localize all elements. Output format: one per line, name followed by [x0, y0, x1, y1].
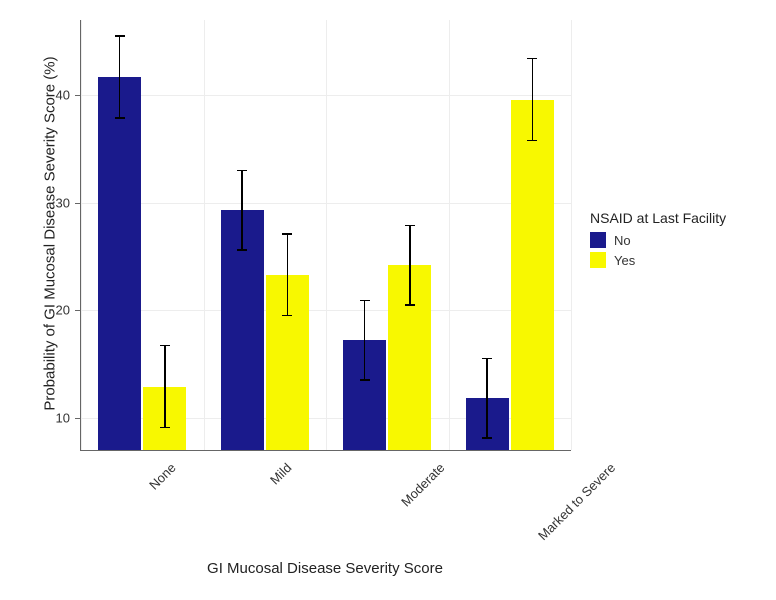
gridline-v — [449, 20, 450, 450]
bar-no — [98, 77, 141, 450]
errorbar-line — [119, 36, 121, 118]
errorbar-cap — [282, 315, 292, 317]
errorbar-cap — [237, 249, 247, 251]
gridline-v — [326, 20, 327, 450]
y-tick-label: 30 — [0, 195, 70, 210]
errorbar-line — [287, 234, 289, 316]
x-tick-label: Marked to Severe — [535, 460, 618, 543]
x-tick-label: None — [146, 460, 179, 493]
errorbar-cap — [160, 345, 170, 347]
legend-item: No — [590, 232, 726, 248]
errorbar-cap — [282, 233, 292, 235]
x-tick-label: Mild — [267, 460, 294, 487]
y-tick-label: 40 — [0, 88, 70, 103]
errorbar-cap — [360, 379, 370, 381]
legend-label: No — [614, 233, 631, 248]
errorbar-cap — [115, 117, 125, 119]
errorbar-line — [409, 225, 411, 305]
errorbar-line — [486, 359, 488, 439]
x-tick-label: Moderate — [398, 460, 447, 509]
errorbar-line — [532, 59, 534, 141]
gridline-v — [81, 20, 82, 450]
plot-area — [80, 20, 571, 451]
errorbar-cap — [405, 304, 415, 306]
errorbar-line — [241, 171, 243, 251]
legend-item: Yes — [590, 252, 726, 268]
errorbar-cap — [237, 170, 247, 172]
chart-container: Probability of GI Mucosal Disease Severi… — [0, 0, 776, 600]
errorbar-cap — [482, 358, 492, 360]
errorbar-line — [164, 346, 166, 428]
gridline-v — [204, 20, 205, 450]
legend-title: NSAID at Last Facility — [590, 210, 726, 226]
legend-label: Yes — [614, 253, 635, 268]
gridline-v — [571, 20, 572, 450]
errorbar-cap — [160, 427, 170, 429]
legend-swatch — [590, 232, 606, 248]
legend-swatch — [590, 252, 606, 268]
errorbar-cap — [115, 35, 125, 37]
errorbar-cap — [405, 225, 415, 227]
y-tick-label: 10 — [0, 410, 70, 425]
legend: NSAID at Last Facility No Yes — [590, 210, 726, 272]
x-axis-title: GI Mucosal Disease Severity Score — [80, 560, 570, 577]
bar-yes — [511, 100, 554, 450]
errorbar-cap — [482, 437, 492, 439]
y-tick-label: 20 — [0, 303, 70, 318]
errorbar-cap — [360, 300, 370, 302]
errorbar-cap — [527, 140, 537, 142]
errorbar-cap — [527, 58, 537, 60]
errorbar-line — [364, 301, 366, 381]
